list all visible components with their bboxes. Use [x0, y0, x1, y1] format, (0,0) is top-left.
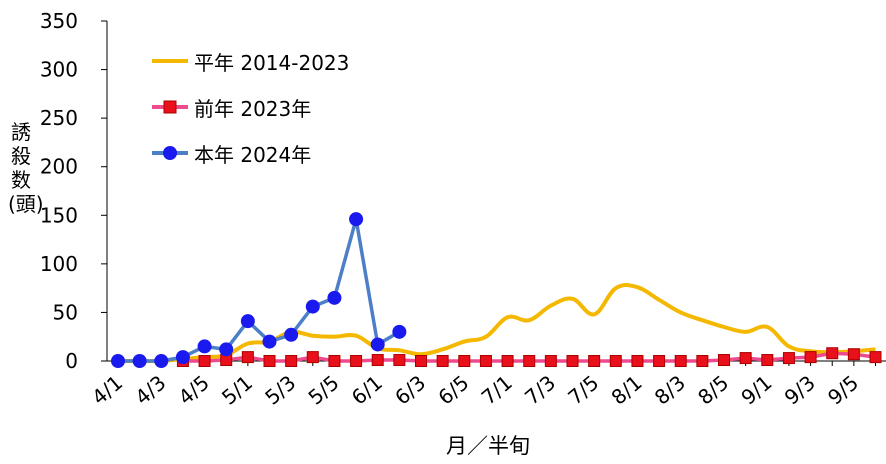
- point-previous-year: [436, 355, 449, 367]
- legend-swatch-normal: [152, 59, 188, 63]
- x-tick-label: 7/1: [477, 370, 517, 409]
- point-previous-year: [826, 347, 839, 360]
- point-previous-year: [847, 348, 860, 361]
- point-previous-year: [501, 355, 514, 367]
- x-tick-label: 6/3: [390, 370, 430, 409]
- point-previous-year: [718, 354, 731, 367]
- x-tick-label: 5/5: [304, 370, 344, 409]
- point-this-year: [132, 354, 147, 368]
- point-this-year: [370, 337, 385, 352]
- point-this-year: [154, 354, 169, 368]
- y-tick-label: 50: [53, 300, 78, 324]
- point-this-year: [111, 354, 125, 368]
- point-previous-year: [371, 354, 384, 367]
- point-previous-year: [696, 355, 709, 367]
- point-this-year: [240, 314, 255, 329]
- x-tick-label: 4/5: [174, 370, 214, 409]
- x-axis-label: 月／半旬: [446, 434, 530, 458]
- legend-label-normal: 平年 2014-2023: [194, 50, 350, 75]
- point-previous-year: [739, 352, 752, 365]
- x-tick-label: 4/3: [130, 370, 170, 409]
- series-lines: [118, 217, 876, 364]
- legend-item-this-year: 本年 2024年: [150, 130, 349, 176]
- point-previous-year: [609, 355, 622, 367]
- point-previous-year: [479, 355, 492, 367]
- point-previous-year: [588, 355, 601, 367]
- series-markers: [111, 212, 882, 368]
- point-this-year: [175, 350, 190, 365]
- legend-swatch-previous-year: [152, 100, 188, 114]
- y-tick-label: 0: [65, 349, 78, 373]
- x-tick-label: 4/1: [87, 370, 127, 409]
- legend-swatch-this-year: [152, 146, 188, 160]
- x-tick-label: 6/1: [347, 370, 387, 409]
- y-tick-label: 200: [40, 155, 78, 179]
- point-previous-year: [285, 355, 298, 367]
- point-this-year: [197, 339, 212, 354]
- point-this-year: [219, 342, 234, 357]
- point-previous-year: [674, 355, 687, 367]
- y-ticks: 0 50 100 150 200 250 300 350: [40, 9, 107, 373]
- legend-label-this-year: 本年 2024年: [194, 142, 312, 167]
- point-previous-year: [869, 351, 882, 364]
- point-this-year: [284, 327, 299, 342]
- point-previous-year: [653, 355, 666, 367]
- series-line-this-year: [118, 217, 401, 363]
- x-tick-label: 9/3: [780, 370, 820, 409]
- point-previous-year: [566, 355, 579, 367]
- x-tick-label: 5/1: [217, 370, 257, 409]
- x-tick-label: 9/1: [736, 370, 776, 409]
- y-tick-label: 100: [40, 252, 78, 276]
- x-tick-label: 5/3: [260, 370, 300, 409]
- x-tick-label: 8/3: [650, 370, 690, 409]
- point-this-year: [327, 290, 342, 305]
- legend-item-previous-year: 前年 2023年: [150, 84, 349, 130]
- series-line-normal: [118, 283, 876, 364]
- point-previous-year: [393, 354, 406, 367]
- x-ticks: 4/1 4/3 4/5 5/1 5/3 5/5 6/1 6/3 6/5 7/1 7/3 7/5 8/1 8…: [87, 361, 877, 410]
- y-tick-label: 300: [40, 58, 78, 82]
- x-tick-label: 7/3: [520, 370, 560, 409]
- point-previous-year: [328, 355, 341, 367]
- legend: 平年 2014-2023 前年 2023年 本年 2024年: [150, 38, 349, 176]
- point-previous-year: [415, 355, 428, 367]
- y-tick-label: 250: [40, 106, 78, 130]
- x-tick-label: 8/1: [607, 370, 647, 409]
- point-this-year: [262, 334, 277, 349]
- point-previous-year: [306, 351, 319, 364]
- point-this-year: [392, 324, 407, 339]
- point-previous-year: [523, 355, 536, 367]
- legend-label-previous-year: 前年 2023年: [194, 96, 312, 121]
- point-previous-year: [458, 355, 471, 367]
- point-this-year: [305, 299, 320, 314]
- x-tick-label: 6/5: [433, 370, 473, 409]
- x-tick-label: 9/5: [823, 370, 863, 409]
- point-previous-year: [263, 355, 276, 367]
- x-tick-label: 7/5: [563, 370, 603, 409]
- legend-item-normal: 平年 2014-2023: [150, 38, 349, 84]
- point-this-year: [349, 212, 364, 227]
- y-tick-label: 350: [40, 9, 78, 33]
- point-previous-year: [241, 351, 254, 364]
- y-tick-label: 150: [40, 203, 78, 227]
- point-previous-year: [631, 355, 644, 367]
- point-previous-year: [198, 355, 211, 367]
- point-previous-year: [544, 355, 557, 367]
- point-previous-year: [782, 352, 795, 365]
- x-tick-label: 8/5: [693, 370, 733, 409]
- point-previous-year: [761, 354, 774, 367]
- y-axis-label: 誘殺数(頭): [8, 120, 44, 216]
- point-previous-year: [350, 355, 363, 367]
- point-previous-year: [804, 351, 817, 364]
